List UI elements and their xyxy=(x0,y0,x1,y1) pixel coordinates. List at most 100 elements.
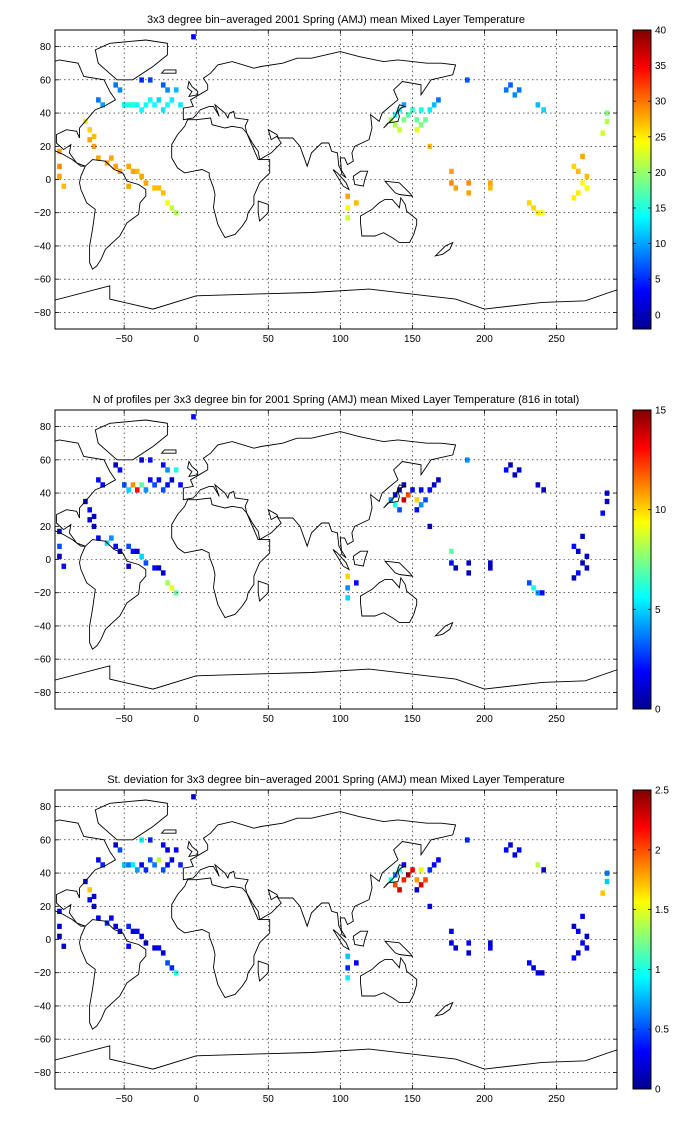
data-cell xyxy=(152,482,157,488)
y-tick-label: 80 xyxy=(40,422,52,433)
data-cell xyxy=(575,950,581,956)
data-cell xyxy=(139,107,144,113)
data-cell xyxy=(604,118,610,125)
data-cell xyxy=(117,847,123,853)
data-cell xyxy=(410,867,415,873)
coastline xyxy=(383,180,414,197)
data-cell xyxy=(126,923,131,929)
data-cell xyxy=(113,82,118,88)
coastline xyxy=(257,200,269,222)
panel-3: St. deviation for 3x3 degree bin−average… xyxy=(34,774,669,1105)
y-tick-label: 0 xyxy=(45,555,51,566)
x-tick-label: 100 xyxy=(332,1094,349,1105)
data-cell xyxy=(345,953,350,959)
y-tick-label: −20 xyxy=(34,208,51,219)
y-tick-label: −80 xyxy=(34,308,51,319)
data-cell xyxy=(191,794,196,800)
coastline xyxy=(187,460,199,478)
y-tick-label: −40 xyxy=(34,241,51,252)
data-cell xyxy=(600,890,606,896)
data-cell xyxy=(87,137,93,143)
data-cell xyxy=(156,97,162,103)
data-cell xyxy=(173,210,179,216)
data-cell xyxy=(418,122,424,128)
data-cell xyxy=(117,548,123,554)
data-cell xyxy=(418,882,424,888)
data-cell xyxy=(87,897,93,903)
data-cell xyxy=(117,467,123,473)
coastline xyxy=(55,59,117,167)
grid-lines xyxy=(55,790,617,1089)
data-cell xyxy=(100,102,106,108)
data-cell xyxy=(169,205,175,211)
data-cell xyxy=(178,482,183,488)
data-cell xyxy=(541,487,546,493)
data-cell xyxy=(57,528,62,535)
coastline xyxy=(94,799,168,841)
data-cell xyxy=(61,183,67,189)
data-cell xyxy=(436,97,441,103)
data-cell xyxy=(173,467,179,473)
data-cell xyxy=(345,975,350,981)
coastline xyxy=(171,117,271,239)
data-cell xyxy=(152,102,157,108)
data-cell xyxy=(130,102,136,108)
data-cell xyxy=(410,107,415,113)
data-cell xyxy=(165,102,170,108)
coastlines xyxy=(55,799,617,1089)
data-cell xyxy=(160,842,166,848)
data-cell xyxy=(571,923,577,929)
coastline xyxy=(79,539,147,650)
coastline xyxy=(55,819,117,927)
data-cell xyxy=(541,107,546,113)
data-cell xyxy=(160,190,166,196)
data-cell xyxy=(156,565,162,571)
colorbar-tick-label: 15 xyxy=(655,203,667,214)
y-tick-label: −60 xyxy=(34,275,51,286)
data-cell xyxy=(134,928,140,934)
y-tick-label: 40 xyxy=(40,869,52,880)
colorbar-tick-label: 30 xyxy=(655,97,667,108)
data-cell xyxy=(169,857,175,863)
x-tick-label: 50 xyxy=(263,334,275,345)
data-cell xyxy=(423,497,428,503)
y-tick-label: 60 xyxy=(40,455,52,466)
data-cell xyxy=(178,102,183,108)
data-cell xyxy=(169,97,175,103)
y-tick-label: 0 xyxy=(45,175,51,186)
data-cell xyxy=(405,112,411,118)
data-cell xyxy=(57,908,62,915)
x-tick-label: 0 xyxy=(193,1094,199,1105)
colorbar-gradient xyxy=(632,29,652,330)
data-cell xyxy=(165,200,170,206)
x-tick-label: −50 xyxy=(116,334,133,345)
data-cell xyxy=(418,487,424,493)
y-tick-label: −40 xyxy=(34,1001,51,1012)
x-tick-label: 200 xyxy=(476,714,493,725)
data-cell xyxy=(122,102,127,108)
coastline xyxy=(332,549,350,571)
y-tick-label: 20 xyxy=(40,522,52,533)
data-cell xyxy=(431,862,437,868)
data-cell xyxy=(512,472,518,478)
colorbar-tick-label: 0 xyxy=(655,1085,661,1096)
data-cell xyxy=(464,457,470,463)
data-cell xyxy=(61,943,67,949)
data-cell xyxy=(427,867,433,873)
data-cell xyxy=(466,560,472,566)
data-cell xyxy=(535,102,541,108)
data-cell xyxy=(397,507,402,513)
data-cell xyxy=(126,862,131,868)
coastline xyxy=(79,919,147,1030)
data-cell xyxy=(405,872,411,878)
coastline xyxy=(79,159,147,270)
data-cell xyxy=(427,487,433,493)
y-tick-label: −80 xyxy=(34,688,51,699)
data-cell xyxy=(165,862,170,868)
data-cell xyxy=(139,862,144,868)
data-cell xyxy=(169,585,175,591)
x-tick-label: 250 xyxy=(548,1094,565,1105)
y-tick-label: 40 xyxy=(40,489,52,500)
data-cell xyxy=(584,565,590,571)
